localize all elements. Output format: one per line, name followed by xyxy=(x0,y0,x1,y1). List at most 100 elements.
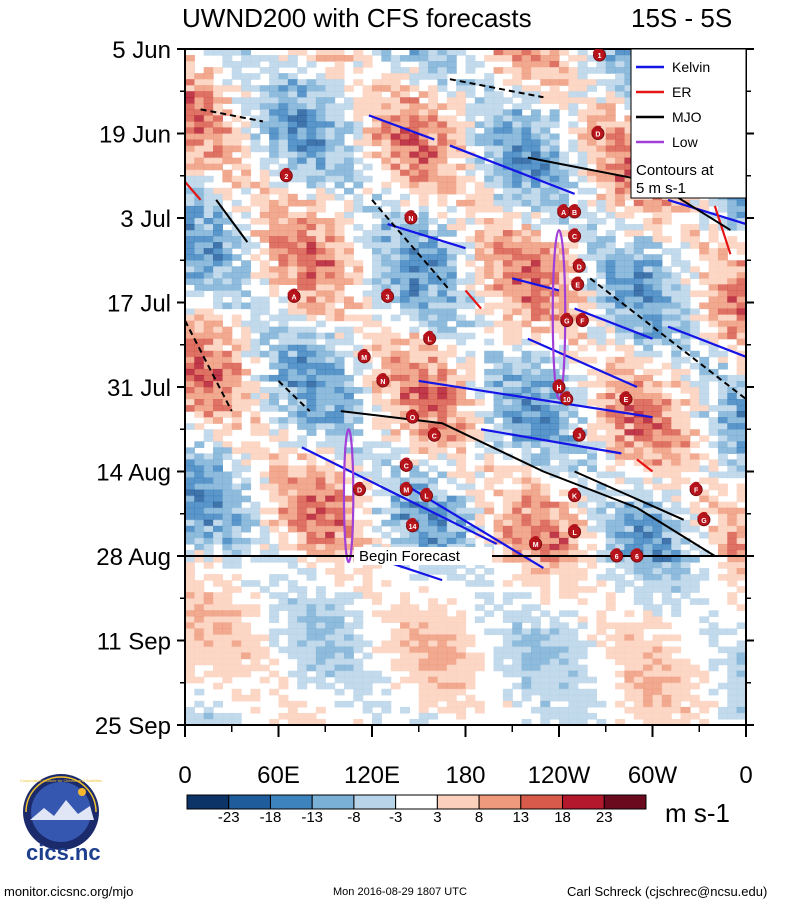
storm-marker: 6 xyxy=(630,548,644,563)
storm-marker: A xyxy=(287,288,301,303)
colorbar-tick-label: 18 xyxy=(554,809,571,826)
storm-marker: L xyxy=(419,487,434,503)
storm-label: O xyxy=(410,415,416,422)
storm-label: K xyxy=(572,494,577,501)
er-contour xyxy=(185,181,202,201)
y-tick-label: 31 Jul xyxy=(107,375,171,402)
colorbar-swatch xyxy=(520,794,564,810)
storm-marker: C xyxy=(567,228,582,243)
colorbar-tick-label: -13 xyxy=(301,809,323,826)
storm-label: C xyxy=(432,433,437,440)
colorbar-swatch xyxy=(436,794,480,810)
legend-label: Kelvin xyxy=(672,59,710,75)
storm-label: B xyxy=(572,210,577,217)
storm-label: M xyxy=(361,355,367,362)
y-tick-label: 25 Sep xyxy=(95,713,171,740)
colorbar-swatch xyxy=(269,794,313,810)
storm-marker: G xyxy=(697,511,711,527)
storm-label: F xyxy=(694,488,699,495)
storm-label: F xyxy=(580,319,585,326)
storm-marker: M xyxy=(357,348,371,364)
footer-timestamp: Mon 2016-08-29 1807 UTC xyxy=(333,886,467,898)
storm-marker: G xyxy=(559,312,574,328)
mjo-contour-negative xyxy=(449,78,544,99)
storm-marker: L xyxy=(567,523,582,539)
colorbar-swatch xyxy=(311,794,355,810)
storm-label: 3 xyxy=(386,294,390,301)
kelvin-contour xyxy=(667,198,746,226)
storm-marker: O xyxy=(405,409,420,424)
chart-subtitle: 15S - 5S xyxy=(631,3,732,33)
storm-label: 6 xyxy=(615,554,619,561)
storm-marker: D xyxy=(572,258,586,273)
x-tick-label: 120E xyxy=(344,762,400,789)
forecast-marker: Begin Forecast xyxy=(185,547,746,565)
storm-marker: M xyxy=(399,481,413,497)
y-tick-label: 5 Jun xyxy=(112,37,171,64)
colorbar-tick-label: 23 xyxy=(596,809,613,826)
storm-label: N xyxy=(408,216,413,223)
logo-ring-text: Cooperative Institute for Climate and Sa… xyxy=(20,778,102,783)
colorbar-swatch xyxy=(603,794,647,810)
storm-marker: 3 xyxy=(380,288,395,303)
kelvin-contour xyxy=(387,560,443,582)
storm-marker: D xyxy=(591,125,605,140)
storm-label: D xyxy=(577,264,582,271)
er-contour xyxy=(636,458,654,473)
storm-label: M xyxy=(533,542,539,549)
legend-note-line1: Contours at xyxy=(636,162,714,179)
kelvin-contour xyxy=(527,337,638,389)
storm-marker: D xyxy=(352,481,367,497)
colorbar-swatch xyxy=(186,794,230,810)
storm-label: D xyxy=(357,488,362,495)
storm-label: 10 xyxy=(563,397,571,404)
y-tick-label: 3 Jul xyxy=(120,206,171,233)
colorbar-tick-label: 8 xyxy=(475,809,483,826)
storm-marker: F xyxy=(689,481,703,497)
storm-label: N xyxy=(380,379,385,386)
legend-label: MJO xyxy=(672,109,702,125)
kelvin-contour xyxy=(449,144,575,195)
storm-marker: 10 xyxy=(559,391,574,406)
y-tick-label: 19 Jun xyxy=(99,122,171,149)
storm-label: C xyxy=(404,463,409,470)
mjo-contour-negative xyxy=(589,277,746,400)
storm-label: G xyxy=(564,319,570,326)
legend-label: ER xyxy=(672,84,691,100)
storm-marker: N xyxy=(376,373,390,388)
mjo-contour xyxy=(215,199,249,243)
logo-text: cics.nc xyxy=(26,840,101,865)
y-tick-label: 14 Aug xyxy=(96,460,171,487)
storm-label: E xyxy=(624,397,629,404)
colorbar-unit: m s-1 xyxy=(665,798,730,828)
storm-label: H xyxy=(556,385,561,392)
colorbar-swatch xyxy=(562,794,605,810)
x-tick-label: 180 xyxy=(445,762,485,789)
mjo-contour-negative xyxy=(200,108,264,123)
storm-marker: F xyxy=(575,312,589,328)
footer-url[interactable]: monitor.cicsnc.org/mjo xyxy=(4,884,134,899)
kelvin-contour xyxy=(480,428,622,455)
cics-logo: Cooperative Institute for Climate and Sa… xyxy=(20,774,102,850)
y-tick-label: 28 Aug xyxy=(96,544,171,571)
footer-author: Carl Schreck (cjschrec@ncsu.edu) xyxy=(567,884,768,899)
x-tick-label: 0 xyxy=(178,762,191,789)
kelvin-contour xyxy=(511,277,560,292)
storm-label: E xyxy=(575,282,580,289)
storm-label: L xyxy=(428,337,433,344)
forecast-label: Begin Forecast xyxy=(359,548,461,565)
kelvin-contour xyxy=(368,114,435,141)
storm-marker: 14 xyxy=(405,517,420,533)
chart-title: UWND200 with CFS forecasts xyxy=(182,3,532,33)
storm-label: A xyxy=(561,210,566,217)
kelvin-contour xyxy=(387,222,466,250)
y-tick-label: 11 Sep xyxy=(97,629,171,656)
storm-label: L xyxy=(424,494,429,501)
kelvin-contour xyxy=(667,325,746,358)
storm-label: 2 xyxy=(284,174,288,181)
colorbar-swatch xyxy=(228,794,271,810)
storm-marker: 2 xyxy=(279,167,293,183)
mjo-contour xyxy=(574,470,685,521)
colorbar: -23 -18 -13 -8 -3 3 8 13 18 23 xyxy=(186,794,647,826)
